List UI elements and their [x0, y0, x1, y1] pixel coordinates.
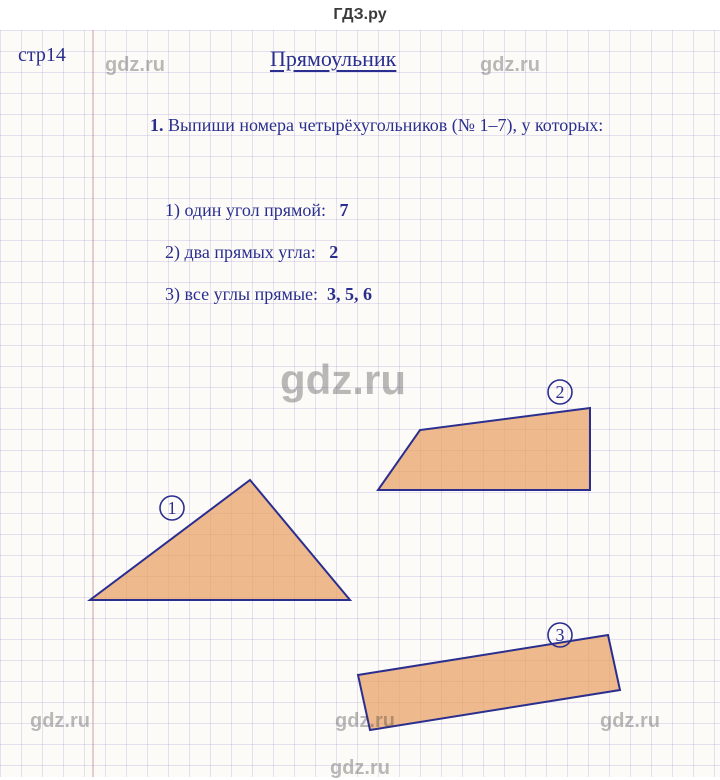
shape-1-label: 1	[168, 498, 177, 518]
shape-rect-3-fill	[358, 635, 620, 730]
site-name: ГДЗ.ру	[333, 6, 386, 23]
shape-3-label: 3	[556, 625, 565, 645]
shape-trapezoid-2-fill	[378, 408, 590, 490]
site-header: ГДЗ.ру	[0, 0, 720, 24]
shape-triangle-1-fill	[90, 480, 350, 600]
shape-2-label: 2	[556, 382, 565, 402]
shapes-canvas: 1 2 3	[0, 30, 720, 777]
graph-paper: стр14 Прямоульник 1. Выпиши номера четыр…	[0, 30, 720, 777]
